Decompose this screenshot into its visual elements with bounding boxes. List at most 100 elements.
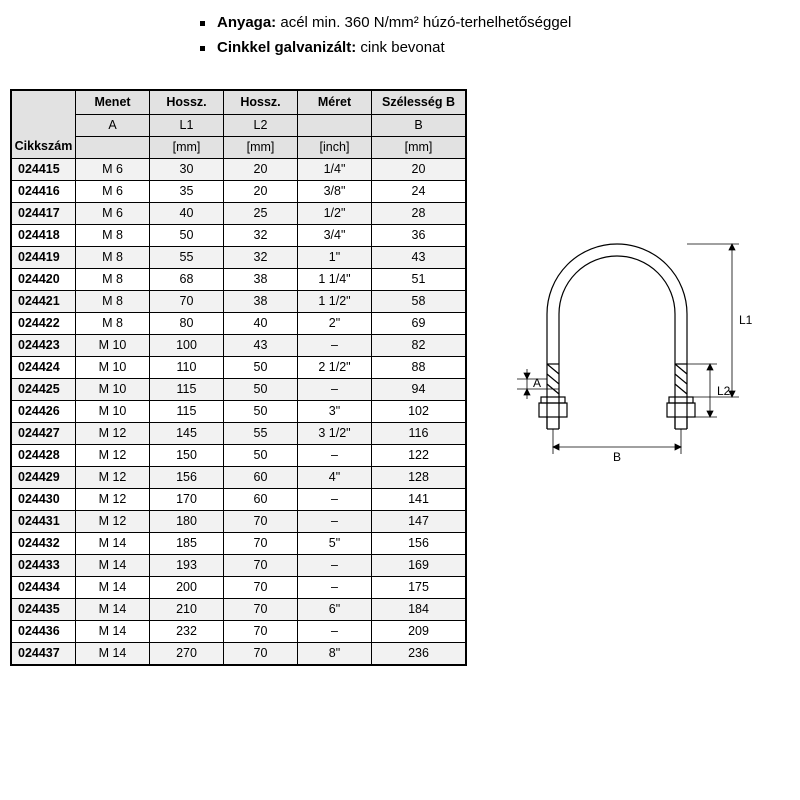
table-cell: 70: [224, 577, 298, 599]
table-row: 024433M 1419370–169: [12, 555, 466, 577]
table-cell: 024435: [12, 599, 76, 621]
table-cell: 110: [150, 357, 224, 379]
table-cell: 38: [224, 291, 298, 313]
table-row: 024431M 1218070–147: [12, 511, 466, 533]
table-row: 024425M 1011550–94: [12, 379, 466, 401]
table-cell: 70: [224, 555, 298, 577]
table-cell: 141: [372, 489, 466, 511]
table-cell: 35: [150, 181, 224, 203]
table-cell: 1 1/2": [298, 291, 372, 313]
table-cell: 236: [372, 643, 466, 665]
table-cell: M 12: [76, 423, 150, 445]
table-cell: 024434: [12, 577, 76, 599]
table-cell: 2": [298, 313, 372, 335]
table-row: 024435M 14210706"184: [12, 599, 466, 621]
table-cell: 024426: [12, 401, 76, 423]
table-cell: 128: [372, 467, 466, 489]
table-cell: 32: [224, 247, 298, 269]
table-cell: 60: [224, 467, 298, 489]
bullet-text: Cinkkel galvanizált: cink bevonat: [217, 37, 445, 60]
bullet-item: Cinkkel galvanizált: cink bevonat: [200, 37, 580, 60]
table-row: 024420M 868381 1/4"51: [12, 269, 466, 291]
table-cell: 4": [298, 467, 372, 489]
table-cell: 43: [372, 247, 466, 269]
table-cell: 024429: [12, 467, 76, 489]
col-sub: A: [76, 115, 150, 137]
table-cell: 024420: [12, 269, 76, 291]
table-cell: 115: [150, 401, 224, 423]
table-row: 024436M 1423270–209: [12, 621, 466, 643]
table-cell: 150: [150, 445, 224, 467]
table-cell: 024417: [12, 203, 76, 225]
table-row: 024424M 10110502 1/2"88: [12, 357, 466, 379]
property-bullets: Anyaga: acél min. 360 N/mm² húzó-terhelh…: [200, 12, 580, 59]
table-cell: –: [298, 379, 372, 401]
table-cell: 116: [372, 423, 466, 445]
table-cell: 58: [372, 291, 466, 313]
table-cell: 024419: [12, 247, 76, 269]
col-header: Menet: [76, 91, 150, 115]
table-cell: M 8: [76, 291, 150, 313]
table-cell: –: [298, 621, 372, 643]
table-cell: 024436: [12, 621, 76, 643]
table-cell: M 14: [76, 533, 150, 555]
table-cell: 70: [150, 291, 224, 313]
table-cell: 20: [224, 159, 298, 181]
table-cell: 100: [150, 335, 224, 357]
table-cell: 180: [150, 511, 224, 533]
table-cell: M 8: [76, 269, 150, 291]
table-cell: 25: [224, 203, 298, 225]
table-cell: 024422: [12, 313, 76, 335]
table-cell: –: [298, 335, 372, 357]
table-cell: M 14: [76, 643, 150, 665]
table-cell: M 12: [76, 489, 150, 511]
col-unit: [76, 137, 150, 159]
table-cell: 68: [150, 269, 224, 291]
table-cell: M 12: [76, 511, 150, 533]
table-cell: 024425: [12, 379, 76, 401]
table-cell: 70: [224, 533, 298, 555]
table-row: 024437M 14270708"236: [12, 643, 466, 665]
table-cell: 24: [372, 181, 466, 203]
col-sub: L2: [224, 115, 298, 137]
table-cell: 8": [298, 643, 372, 665]
table-row: 024428M 1215050–122: [12, 445, 466, 467]
table-cell: 51: [372, 269, 466, 291]
dim-label-a: A: [533, 376, 541, 390]
table-cell: 270: [150, 643, 224, 665]
table-cell: 70: [224, 643, 298, 665]
table-cell: 3 1/2": [298, 423, 372, 445]
table-cell: 2 1/2": [298, 357, 372, 379]
col-sub: B: [372, 115, 466, 137]
dim-label-l2: L2: [717, 384, 731, 398]
table-cell: 1": [298, 247, 372, 269]
table-cell: 156: [372, 533, 466, 555]
table-row: 024418M 850323/4"36: [12, 225, 466, 247]
table-cell: M 8: [76, 313, 150, 335]
table-cell: 024424: [12, 357, 76, 379]
table-cell: 20: [372, 159, 466, 181]
bullet-square-icon: [200, 46, 205, 51]
table-cell: M 10: [76, 379, 150, 401]
table-cell: M 8: [76, 225, 150, 247]
table-cell: 175: [372, 577, 466, 599]
table-cell: 6": [298, 599, 372, 621]
col-header: Hossz.: [150, 91, 224, 115]
table-row: 024427M 12145553 1/2"116: [12, 423, 466, 445]
table-cell: 024416: [12, 181, 76, 203]
table-body: 024415M 630201/4"20024416M 635203/8"2402…: [12, 159, 466, 665]
table-cell: –: [298, 577, 372, 599]
table-cell: 70: [224, 599, 298, 621]
table-cell: 024428: [12, 445, 76, 467]
col-unit: [inch]: [298, 137, 372, 159]
table-cell: 50: [224, 401, 298, 423]
table-cell: M 10: [76, 335, 150, 357]
table-cell: –: [298, 489, 372, 511]
table-cell: 024415: [12, 159, 76, 181]
dim-label-b: B: [613, 450, 621, 464]
table-cell: M 14: [76, 577, 150, 599]
table-cell: 60: [224, 489, 298, 511]
table-cell: 169: [372, 555, 466, 577]
table-cell: 200: [150, 577, 224, 599]
table-cell: –: [298, 445, 372, 467]
